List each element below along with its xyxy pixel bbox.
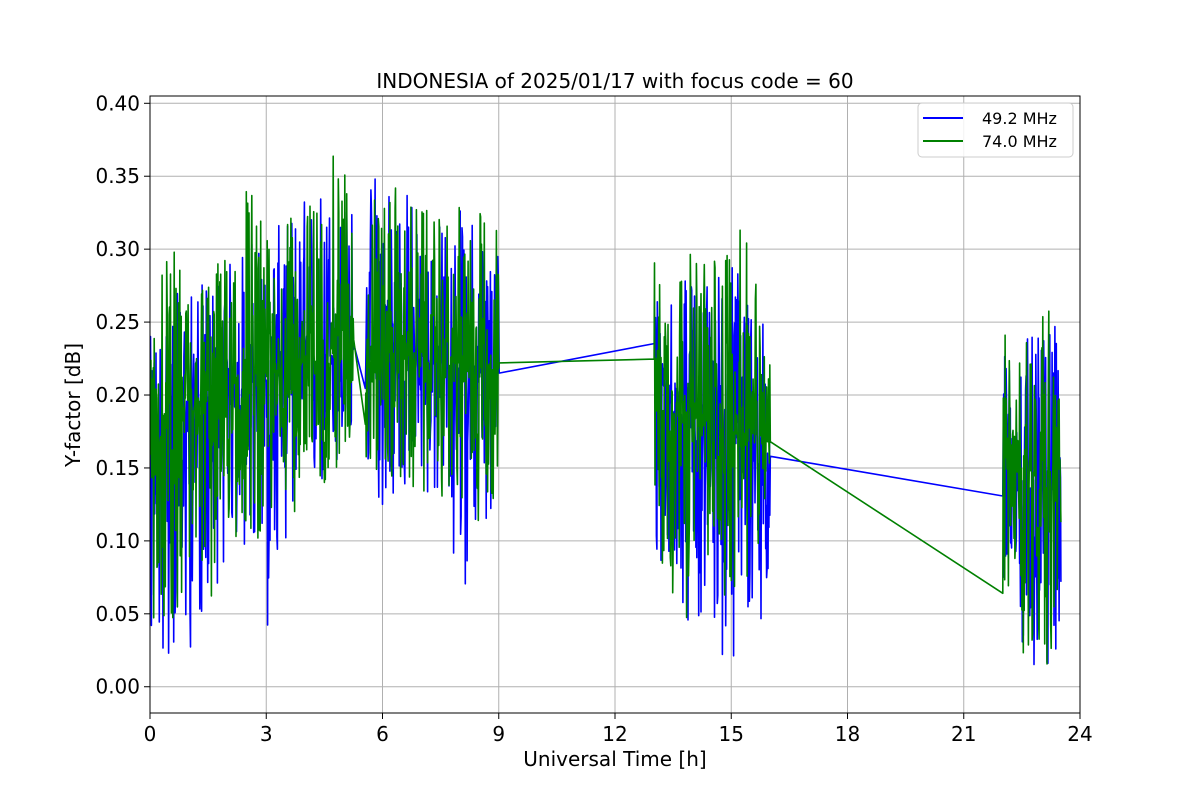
x-tick-label: 3	[260, 722, 273, 746]
plot-area	[150, 155, 1062, 666]
x-tick-label: 18	[835, 722, 860, 746]
y-tick-label: 0.15	[95, 456, 140, 480]
legend-label-49-2-mhz: 49.2 MHz	[982, 109, 1057, 128]
y-tick-label: 0.40	[95, 91, 140, 115]
series-line	[150, 155, 1062, 665]
y-tick-label: 0.00	[95, 675, 140, 699]
y-tick-label: 0.20	[95, 383, 140, 407]
y-axis-label: Y-factor [dB]	[61, 343, 85, 468]
y-tick-label: 0.05	[95, 602, 140, 626]
x-tick-label: 24	[1067, 722, 1092, 746]
legend-box	[917, 102, 1074, 158]
y-tick-label: 0.35	[95, 164, 140, 188]
x-tick-label: 12	[602, 722, 627, 746]
y-tick-label: 0.10	[95, 529, 140, 553]
grid-lines	[149, 96, 1081, 713]
x-tick-label: 15	[719, 722, 744, 746]
chart-title: INDONESIA of 2025/01/17 with focus code …	[376, 69, 853, 93]
x-tick-label: 0	[144, 722, 157, 746]
x-tick-label: 9	[492, 722, 505, 746]
y-tick-label: 0.25	[95, 310, 140, 334]
x-tick-label: 21	[951, 722, 976, 746]
axes: 0 3 6 9 12 15 18 21 24 0.00 0.05 0.10 0.15 0.20 0.25 0.…	[95, 91, 1092, 746]
legend: 49.2 MHz 74.0 MHz	[917, 102, 1074, 158]
series-74-0-mhz	[150, 155, 1062, 665]
x-tick-label: 6	[376, 722, 389, 746]
legend-label-74-0-mhz: 74.0 MHz	[982, 132, 1057, 151]
y-tick-label: 0.30	[95, 237, 140, 261]
x-axis-label: Universal Time [h]	[523, 747, 706, 771]
